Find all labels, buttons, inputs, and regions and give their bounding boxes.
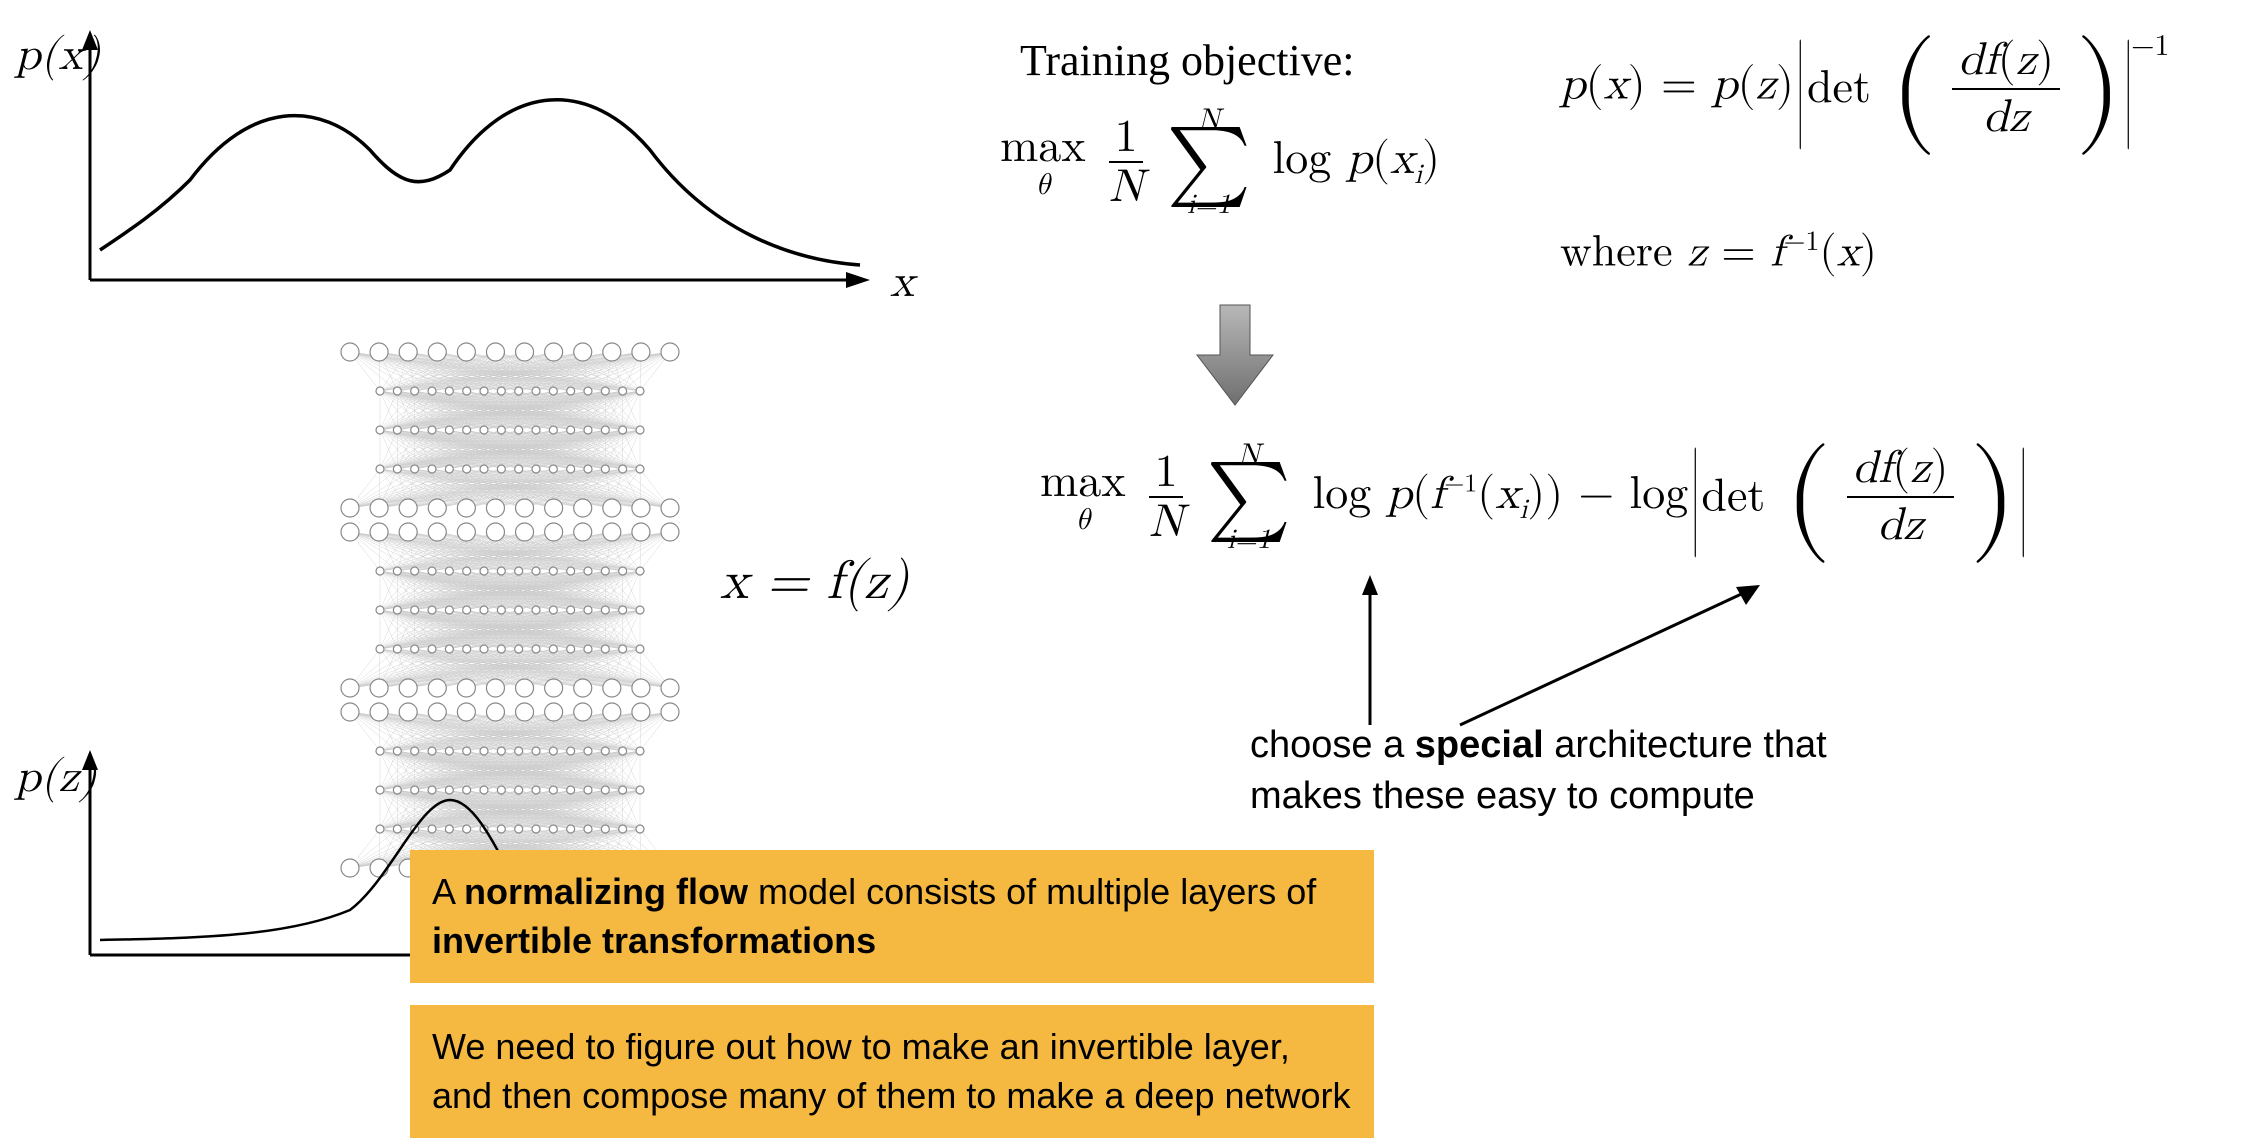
eq-where-z: where z = f−1(x)	[1560, 225, 1877, 280]
callout-normalizing-flow: A normalizing flow model consists of mul…	[410, 850, 1374, 983]
pz-label: p(z)	[15, 750, 97, 805]
training-heading: Training objective:	[1020, 35, 1354, 86]
down-arrow-icon	[1195, 300, 1275, 410]
eq-expanded-objective: max θ 1 N N ∑ i=1 log p(f−1(xi)) − log |…	[1040, 440, 2014, 554]
callout-invertible-layer: We need to figure out how to make an inv…	[410, 1005, 1374, 1138]
x-axis-label: x	[890, 255, 914, 310]
x-eq-fz: x = f(z)	[720, 550, 909, 615]
annotation-text: choose a special architecture that makes…	[1250, 720, 1827, 823]
px-plot	[70, 30, 870, 300]
eq-training-objective: max θ 1 N N ∑ i=1 log p(xi)	[1000, 105, 1440, 219]
px-label: p(x)	[15, 28, 101, 83]
annotation-arrows	[1260, 575, 1820, 735]
eq-change-of-variables: p(x) = p(z) | det ( df(z) dz ) | −1	[1560, 35, 2174, 142]
